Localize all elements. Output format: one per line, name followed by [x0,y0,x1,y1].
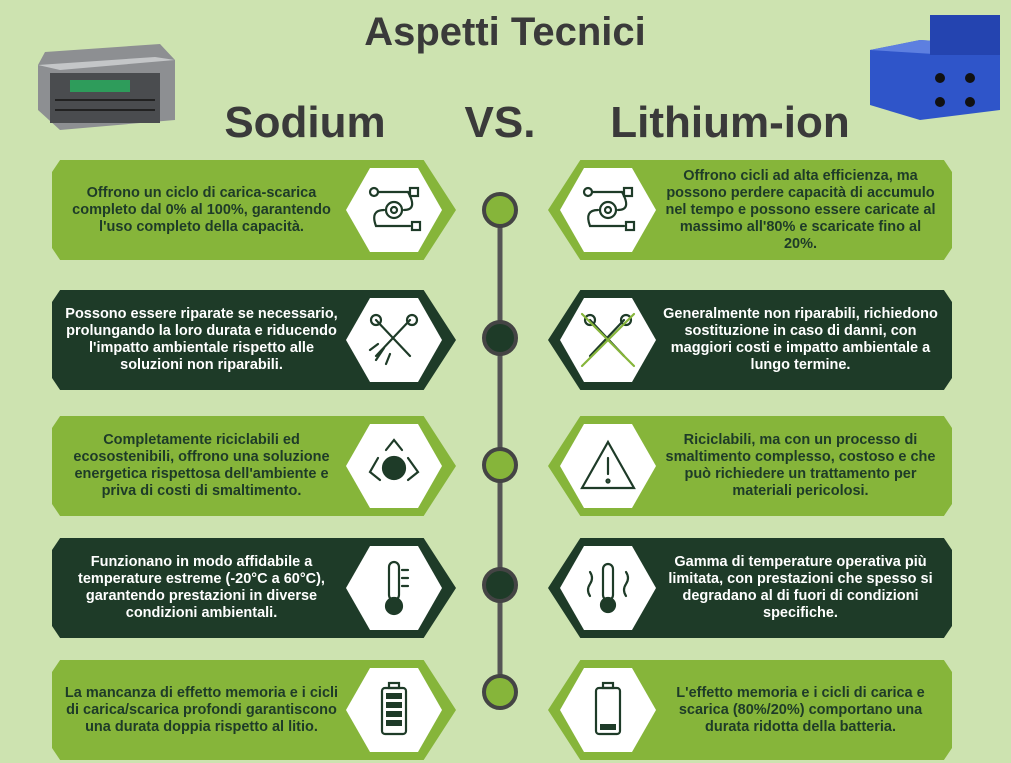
icon [346,424,442,508]
card-text: La mancanza di effetto memoria e i cicli… [64,684,339,735]
card-text: Completamente riciclabili ed ecosostenib… [73,432,330,499]
title: Aspetti Tecnici [364,10,646,54]
left-heading: Sodium [224,98,386,147]
sodium-battery-image [38,44,175,130]
icon [346,668,442,752]
icon [560,168,656,252]
right-heading: Lithium-ion [610,98,850,147]
card-text: L'effetto memoria e i cicli di carica e … [676,684,925,735]
icon [346,298,442,382]
right-card: L'effetto memoria e i cicli di carica e … [548,660,952,760]
right-card: Generalmente non riparabili, richiedono … [548,290,952,390]
right-card: Gamma di temperature operativa più limit… [548,538,952,638]
card-text: Riciclabili, ma con un processo di smalt… [665,432,936,499]
timeline-dot [482,567,518,603]
card-text: Gamma di temperature operativa più limit… [668,554,933,621]
icon [346,168,442,252]
icon [560,298,656,382]
left-card: Possono essere riparate se necessario, p… [52,290,456,390]
icon [346,546,442,630]
left-card: La mancanza di effetto memoria e i cicli… [52,660,456,760]
card-text: Generalmente non riparabili, richiedono … [663,306,938,373]
card-text: Offrono cicli ad alta efficienza, ma pos… [665,167,936,252]
left-card: Funzionano in modo affidabile a temperat… [52,538,456,638]
card-text: Possono essere riparate se necessario, p… [65,306,338,373]
icon [560,546,656,630]
card-text: Funzionano in modo affidabile a temperat… [78,554,325,621]
right-card: Riciclabili, ma con un processo di smalt… [548,416,952,516]
right-card: Offrono cicli ad alta efficienza, ma pos… [548,160,952,260]
timeline-dot [482,674,518,710]
timeline-dot [482,447,518,483]
lithium-battery-image [870,15,1000,120]
left-card: Completamente riciclabili ed ecosostenib… [52,416,456,516]
timeline-dot [482,320,518,356]
icon [560,668,656,752]
vs-heading: VS. [464,98,536,147]
card-text: Offrono un ciclo di carica-scarica compl… [72,184,331,235]
timeline-dot [482,192,518,228]
icon [560,424,656,508]
left-card: Offrono un ciclo di carica-scarica compl… [52,160,456,260]
